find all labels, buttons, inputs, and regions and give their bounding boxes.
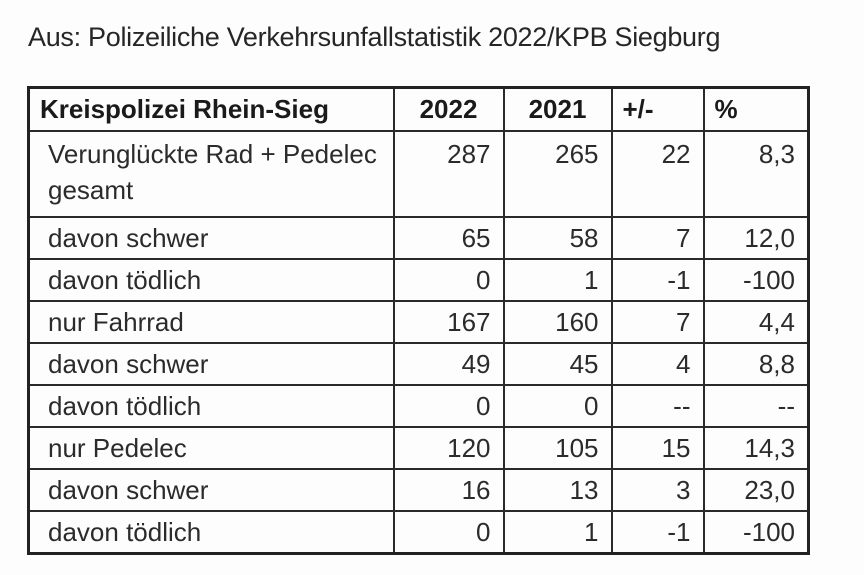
value-percent-negative: -100 — [702, 510, 810, 555]
value-2021: 45 — [502, 342, 613, 386]
table-row: nur Pedelec 120 105 15 14,3 — [27, 426, 810, 470]
row-label: davon schwer — [27, 468, 395, 512]
row-label: davon tödlich — [27, 384, 395, 428]
table-row: davon schwer 49 45 4 8,8 — [27, 342, 810, 386]
value-2021: 58 — [502, 216, 613, 260]
table-row: davon tödlich 0 1 -1 -100 — [27, 510, 810, 555]
value-diff: 3 — [610, 468, 705, 512]
value-percent: 23,0 — [702, 468, 810, 512]
header-2022: 2022 — [392, 86, 505, 132]
accident-statistics-table: Kreispolizei Rhein-Sieg 2022 2021 +/- % … — [27, 86, 810, 555]
row-label: davon schwer — [27, 216, 395, 260]
value-2022: 0 — [392, 510, 505, 555]
value-2021: 265 — [502, 130, 613, 218]
value-percent: 12,0 — [702, 216, 810, 260]
value-2022: 120 — [392, 426, 505, 470]
value-2022: 49 — [392, 342, 505, 386]
value-diff: 7 — [610, 300, 705, 344]
table-row: davon tödlich 0 0 -- -- — [27, 384, 810, 428]
header-diff: +/- — [610, 86, 705, 132]
value-2021: 160 — [502, 300, 613, 344]
document-caption: Aus: Polizeiliche Verkehrsunfallstatisti… — [28, 22, 721, 52]
table-row: Verunglückte Rad + Pedelec gesamt 287 26… — [27, 130, 810, 218]
value-2021: 1 — [502, 258, 613, 302]
row-label: davon schwer — [27, 342, 395, 386]
row-label: nur Pedelec — [27, 426, 395, 470]
value-2022: 65 — [392, 216, 505, 260]
value-percent: 4,4 — [702, 300, 810, 344]
table-row: nur Fahrrad 167 160 7 4,4 — [27, 300, 810, 344]
value-2022: 0 — [392, 384, 505, 428]
value-percent-negative: -100 — [702, 258, 810, 302]
table-row: davon schwer 65 58 7 12,0 — [27, 216, 810, 260]
value-diff: 15 — [610, 426, 705, 470]
table-row: davon schwer 16 13 3 23,0 — [27, 468, 810, 512]
value-2021: 105 — [502, 426, 613, 470]
value-diff-negative: -1 — [610, 510, 705, 555]
value-percent: 14,3 — [702, 426, 810, 470]
value-2022: 16 — [392, 468, 505, 512]
table-header-row: Kreispolizei Rhein-Sieg 2022 2021 +/- % — [27, 86, 810, 132]
header-region: Kreispolizei Rhein-Sieg — [27, 86, 395, 132]
row-label: davon tödlich — [27, 510, 395, 555]
value-percent: -- — [702, 384, 810, 428]
row-label: davon tödlich — [27, 258, 395, 302]
value-2022: 167 — [392, 300, 505, 344]
value-2021: 13 — [502, 468, 613, 512]
value-2022: 287 — [392, 130, 505, 218]
value-2021: 0 — [502, 384, 613, 428]
value-2022: 0 — [392, 258, 505, 302]
value-diff-negative: -1 — [610, 258, 705, 302]
row-label: Verunglückte Rad + Pedelec gesamt — [27, 130, 395, 218]
value-diff: 4 — [610, 342, 705, 386]
value-diff: 22 — [610, 130, 705, 218]
value-diff: -- — [610, 384, 705, 428]
value-diff: 7 — [610, 216, 705, 260]
row-label: nur Fahrrad — [27, 300, 395, 344]
header-2021: 2021 — [502, 86, 613, 132]
header-percent: % — [702, 86, 810, 132]
value-2021: 1 — [502, 510, 613, 555]
value-percent: 8,8 — [702, 342, 810, 386]
table-row: davon tödlich 0 1 -1 -100 — [27, 258, 810, 302]
value-percent: 8,3 — [702, 130, 810, 218]
